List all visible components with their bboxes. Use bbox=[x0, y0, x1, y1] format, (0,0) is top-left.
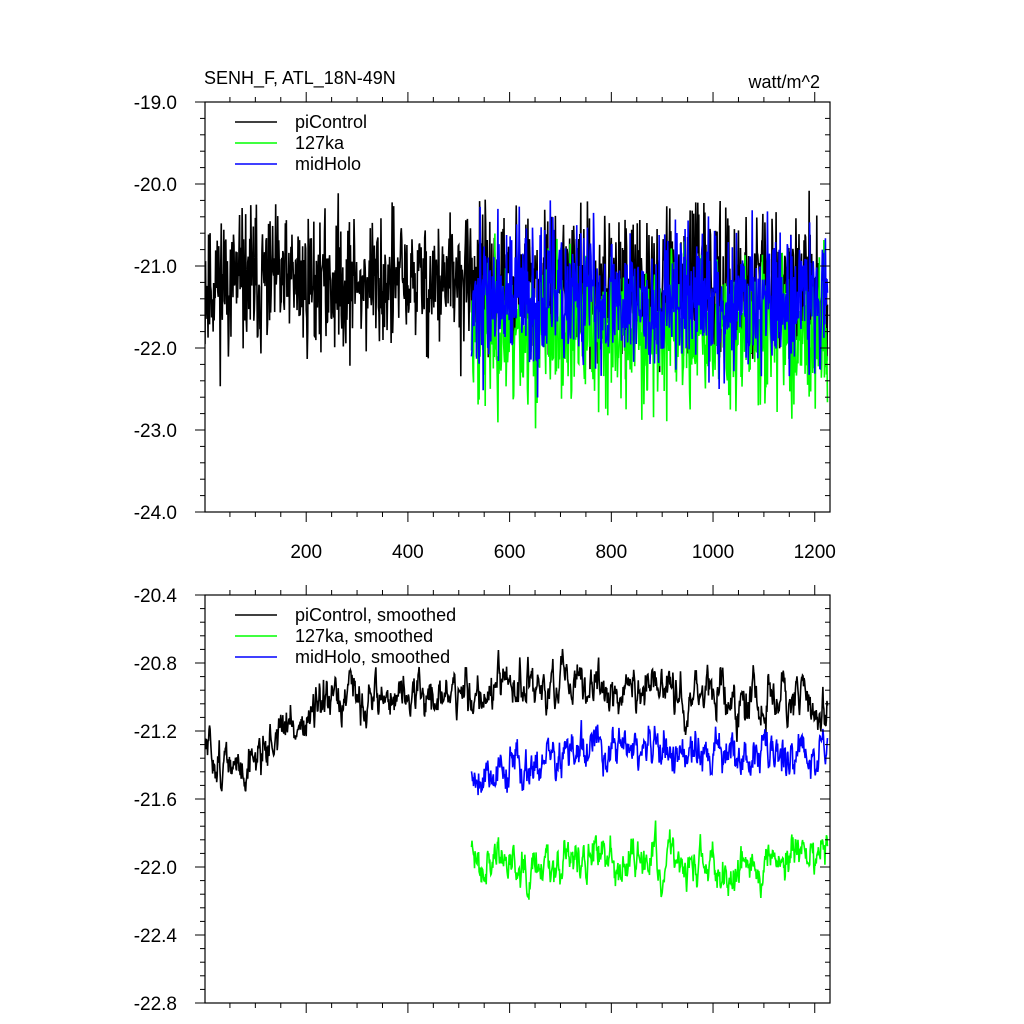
x-tick-label: 1000 bbox=[692, 542, 734, 563]
legend-label: 127ka bbox=[295, 133, 345, 153]
y-tick-label: -19.0 bbox=[134, 93, 177, 114]
series-line-0-0 bbox=[205, 190, 829, 387]
x-tick-label: 800 bbox=[595, 542, 627, 563]
chart-title-right: watt/m^2 bbox=[748, 72, 820, 92]
chart-title-left: SENH_F, ATL_18N-49N bbox=[204, 68, 396, 89]
series-line-1-0 bbox=[205, 648, 829, 792]
legend-label: piControl, smoothed bbox=[295, 605, 456, 625]
x-tick-label: 600 bbox=[494, 542, 526, 563]
legend-label: midHolo, smoothed bbox=[295, 647, 450, 667]
y-tick-label: -23.0 bbox=[134, 421, 177, 442]
y-tick-label: -21.6 bbox=[134, 790, 177, 811]
y-tick-label: -21.2 bbox=[134, 722, 177, 743]
y-tick-label: -24.0 bbox=[134, 503, 177, 524]
y-tick-label: -22.4 bbox=[134, 926, 178, 947]
top-panel: -24.0 -23.0 -22.0 -21.0 -20.0 -19.0 200 400 600 8… bbox=[134, 92, 836, 563]
series-line-1-2 bbox=[470, 720, 829, 796]
series-line-1-1 bbox=[470, 820, 829, 900]
y-tick-label: -20.0 bbox=[134, 175, 177, 196]
y-tick-label: -20.8 bbox=[134, 654, 177, 675]
x-tick-label: 200 bbox=[290, 542, 322, 563]
bottom-panel: -22.8 -22.4 -22.0 -21.6 -21.2 -20.8 -20.4 piCon… bbox=[134, 585, 831, 1015]
series-line-0-2 bbox=[470, 200, 829, 398]
y-tick-label: -22.0 bbox=[134, 858, 177, 879]
x-tick-label: 400 bbox=[392, 542, 424, 563]
y-tick-label: -22.8 bbox=[134, 994, 177, 1015]
legend-label: piControl bbox=[295, 112, 367, 132]
y-tick-label: -20.4 bbox=[134, 586, 178, 607]
x-tick-label: 1200 bbox=[794, 542, 836, 563]
y-tick-label: -22.0 bbox=[134, 339, 177, 360]
plot-frame bbox=[204, 101, 831, 513]
legend-label: 127ka, smoothed bbox=[295, 626, 433, 646]
legend-label: midHolo bbox=[295, 154, 361, 174]
y-tick-label: -21.0 bbox=[134, 257, 177, 278]
